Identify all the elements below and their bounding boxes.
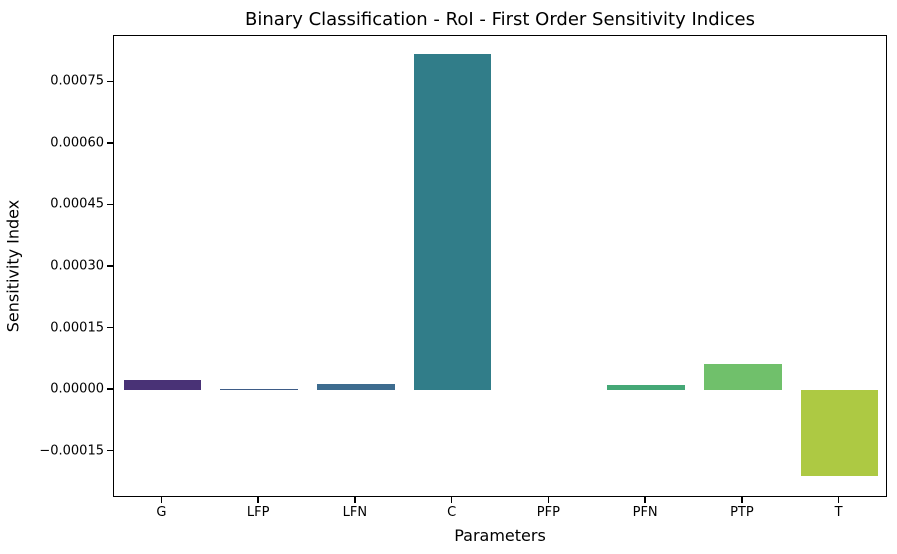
- x-tick-label: PFP: [536, 505, 560, 520]
- x-tick-mark: [450, 497, 453, 503]
- bar-PTP: [704, 364, 782, 391]
- x-tick-mark: [644, 497, 646, 503]
- x-tick-mark: [741, 497, 743, 503]
- bar-LFP: [220, 388, 298, 391]
- bar-T: [800, 390, 879, 476]
- x-tick-label: PTP: [730, 505, 754, 520]
- x-tick-mark: [547, 497, 550, 503]
- y-tick-label: 0.00075: [50, 73, 104, 89]
- x-tick-mark: [160, 497, 163, 503]
- x-tick-label: C: [447, 505, 457, 520]
- x-tick-mark: [257, 497, 259, 503]
- bar-LFN: [317, 383, 395, 391]
- x-tick-label: LFP: [246, 505, 270, 520]
- x-tick-mark: [837, 497, 840, 503]
- y-tick-mark: [107, 326, 113, 329]
- y-tick-mark: [107, 450, 113, 452]
- plot-area: [113, 35, 887, 497]
- y-tick-mark: [107, 203, 113, 206]
- chart-title: Binary Classification - RoI - First Orde…: [245, 9, 755, 30]
- y-tick-mark: [107, 388, 113, 390]
- y-tick-mark: [107, 265, 113, 267]
- y-tick-label: 0.00000: [50, 381, 104, 397]
- y-tick-label: 0.00045: [50, 196, 104, 212]
- y-tick-mark: [107, 142, 113, 144]
- x-tick-label: PFN: [632, 505, 658, 520]
- y-tick-label: 0.00030: [50, 258, 104, 274]
- y-axis-label: Sensitivity Index: [3, 199, 23, 333]
- y-tick-mark: [107, 80, 113, 83]
- bar-G: [123, 379, 202, 391]
- x-axis-label: Parameters: [454, 526, 546, 545]
- y-tick-label: −0.00015: [39, 443, 104, 459]
- y-tick-label: 0.00015: [50, 320, 104, 336]
- bar-PFN: [607, 384, 685, 391]
- x-tick-label: T: [834, 505, 843, 520]
- x-tick-label: G: [156, 505, 167, 520]
- y-tick-label: 0.00060: [50, 135, 104, 151]
- x-tick-label: LFN: [342, 505, 368, 520]
- x-tick-mark: [354, 497, 356, 503]
- bar-C: [413, 54, 492, 391]
